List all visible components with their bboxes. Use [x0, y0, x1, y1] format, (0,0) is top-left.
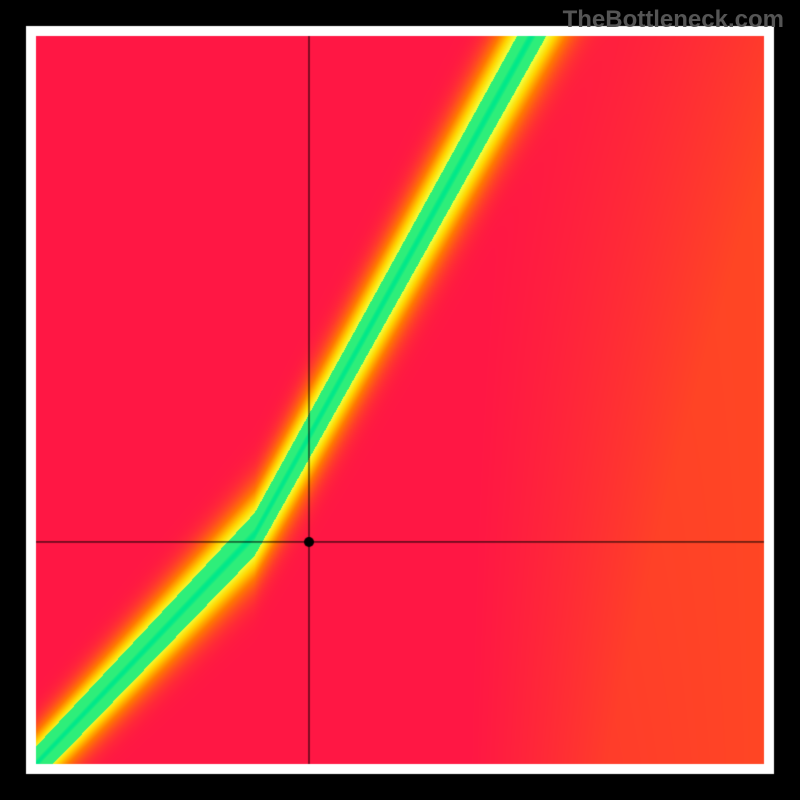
watermark-text: TheBottleneck.com [563, 6, 784, 34]
chart-container: TheBottleneck.com [0, 0, 800, 800]
bottleneck-heatmap [0, 0, 800, 800]
